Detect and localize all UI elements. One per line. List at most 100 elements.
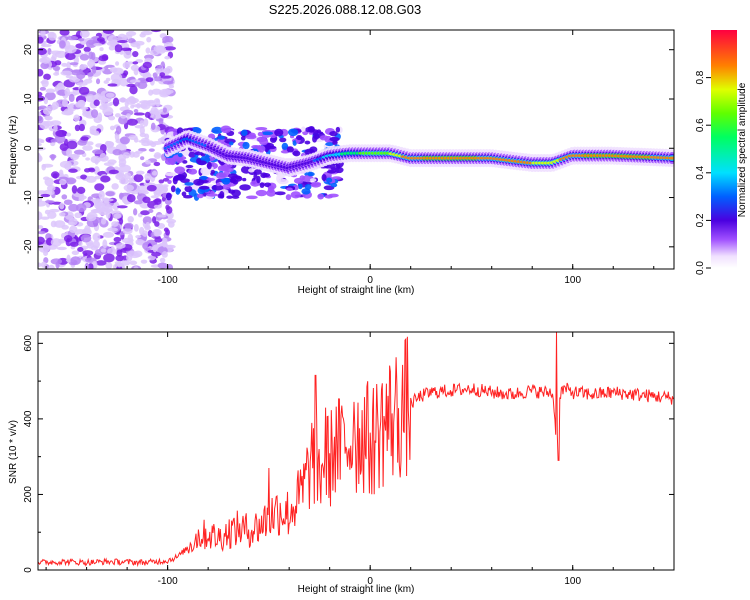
noise-blob — [113, 213, 122, 219]
noise-blob — [126, 113, 131, 118]
noise-blob — [128, 177, 133, 184]
noise-blob — [158, 179, 165, 184]
noise-blob — [134, 82, 141, 87]
noise-blob — [79, 106, 89, 110]
noise-blob — [100, 218, 107, 225]
noise-blob — [119, 217, 124, 225]
noise-blob — [68, 93, 75, 103]
noise-blob — [70, 256, 81, 266]
scatter-blob — [279, 137, 287, 143]
spectrogram-y-ticks: -20 -10 0 10 20 — [23, 44, 674, 254]
scatter-blob — [196, 157, 202, 164]
snr-y-label: SNR (10 * v/v) — [8, 420, 19, 484]
noise-blob — [66, 254, 71, 263]
noise-blob — [75, 203, 87, 213]
noise-blob — [44, 209, 51, 215]
scatter-blob — [301, 188, 311, 195]
spectrogram-x-label: Height of straight line (km) — [298, 285, 415, 296]
y-tick-label: 10 — [23, 93, 34, 105]
scatter-blob — [242, 141, 250, 150]
noise-blob — [85, 94, 95, 103]
noise-blob — [74, 212, 82, 219]
snr-frame — [37, 331, 675, 571]
noise-blob — [122, 61, 131, 69]
noise-blob — [151, 170, 158, 176]
noise-blob — [154, 237, 163, 243]
noise-blob — [59, 40, 66, 49]
scatter-blob — [188, 151, 197, 158]
scatter-blob — [267, 185, 275, 194]
noise-blob — [122, 152, 131, 159]
scatter-blob — [307, 125, 315, 133]
scatter-blob — [261, 131, 274, 136]
scatter-blob — [302, 181, 312, 185]
noise-blob — [129, 260, 138, 266]
noise-blob — [65, 52, 76, 61]
noise-blob — [132, 104, 143, 108]
noise-blob — [126, 194, 136, 203]
noise-blob — [127, 233, 134, 242]
noise-blob — [50, 171, 60, 179]
noise-blob — [94, 202, 103, 207]
noise-blob — [48, 31, 57, 41]
noise-blob — [74, 124, 81, 132]
scatter-blob — [228, 189, 236, 194]
noise-blob — [103, 162, 115, 167]
noise-blob — [41, 163, 54, 168]
noise-blob — [152, 244, 158, 253]
scatter-blob — [290, 191, 301, 199]
noise-blob — [50, 138, 58, 143]
colorbar-tick-label: 0.6 — [695, 118, 706, 132]
noise-blob — [108, 169, 119, 175]
scatter-blob — [239, 184, 251, 191]
noise-blob — [105, 191, 115, 197]
noise-blob — [126, 118, 138, 126]
spectrogram-x-ticks: -100 0 100 — [45, 30, 655, 286]
noise-blob — [142, 61, 152, 69]
noise-blob — [135, 239, 145, 245]
noise-blob — [38, 225, 44, 229]
scatter-blob — [309, 146, 318, 154]
noise-blob — [40, 62, 50, 70]
noise-blob — [87, 59, 96, 68]
noise-blob — [142, 216, 152, 225]
x-tick-label: -100 — [158, 275, 178, 286]
scatter-blob — [310, 178, 317, 182]
scatter-blob — [199, 175, 209, 181]
colorbar-tick-label: 0.2 — [695, 213, 706, 227]
snr-x-label: Height of straight line (km) — [298, 584, 415, 595]
noise-blob — [38, 230, 46, 235]
noise-blob — [38, 236, 45, 245]
noise-blob — [118, 158, 127, 166]
scatter-blob — [184, 185, 193, 193]
scatter-blob — [286, 146, 294, 153]
scatter-blob — [245, 195, 258, 200]
noise-blob — [153, 204, 162, 209]
scatter-blob — [196, 193, 204, 199]
scatter-blob — [277, 178, 289, 185]
noise-blob — [46, 185, 56, 192]
noise-blob — [150, 106, 158, 115]
scatter-blob — [167, 179, 172, 184]
noise-blob — [67, 104, 74, 109]
scatter-blob — [314, 182, 322, 186]
scatter-blob — [181, 191, 187, 197]
scatter-blob — [194, 151, 205, 156]
noise-blob — [43, 73, 52, 81]
noise-blob — [139, 120, 145, 126]
noise-blob — [129, 85, 138, 95]
noise-blob — [151, 141, 163, 145]
colorbar: 0.0 0.2 0.4 0.6 0.8 Normalized spectral ampl… — [695, 30, 748, 275]
noise-blob — [97, 112, 103, 121]
noise-blob — [115, 242, 126, 249]
scatter-blob — [215, 172, 227, 179]
noise-blob — [76, 186, 86, 194]
y-tick-label: 0 — [23, 567, 34, 573]
noise-blob — [68, 168, 78, 173]
noise-blob — [99, 47, 104, 52]
noise-blob — [123, 200, 130, 205]
scatter-blob — [287, 128, 299, 137]
scatter-blob — [198, 185, 210, 190]
noise-blob — [77, 246, 84, 253]
